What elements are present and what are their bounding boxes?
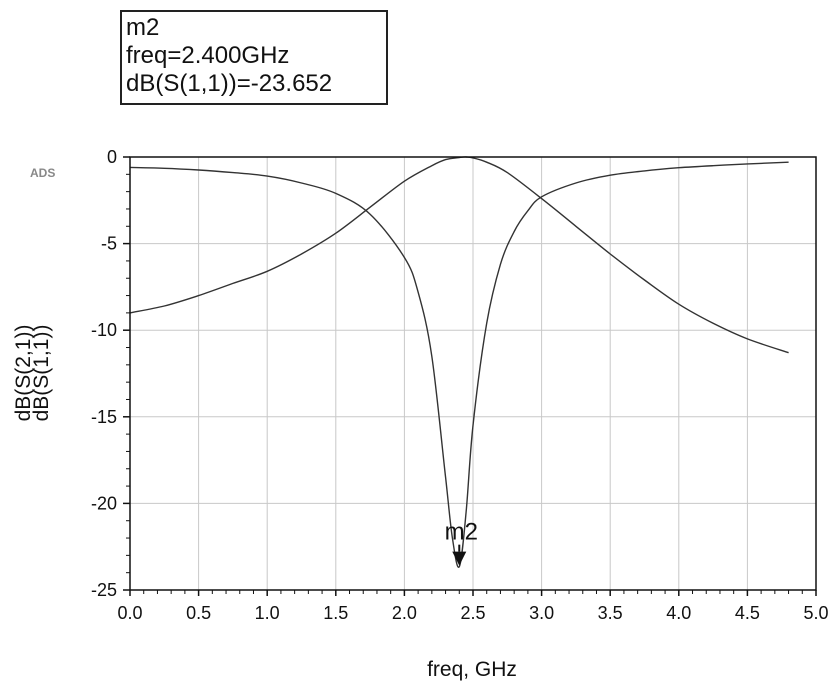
- y-tick-label: -15: [91, 407, 117, 427]
- x-tick-label: 1.0: [255, 603, 280, 623]
- marker-label: m2: [445, 519, 478, 546]
- y-axis-title-line: dB(S(1,1)): [30, 325, 53, 422]
- marker-m2: m2: [445, 519, 478, 566]
- x-tick-label: 5.0: [803, 603, 828, 623]
- y-tick-label: -10: [91, 320, 117, 340]
- y-tick-label: -5: [101, 234, 117, 254]
- plot-frame: [129, 156, 817, 591]
- marker-freq-readout: freq=2.400GHz: [126, 42, 290, 69]
- series-line-s11: [129, 161, 789, 569]
- x-tick-label: 2.5: [460, 603, 485, 623]
- x-tick-label: 4.5: [735, 603, 760, 623]
- series-line-s21: [129, 156, 789, 354]
- ads-watermark: ADS: [30, 166, 55, 180]
- x-tick-label: 3.5: [598, 603, 623, 623]
- y-tick-label: -20: [91, 493, 117, 513]
- curves: [129, 156, 789, 569]
- x-axis-title: freq, GHz: [427, 658, 517, 681]
- marker-name: m2: [126, 14, 160, 41]
- x-tick-label: 1.5: [323, 603, 348, 623]
- y-axis-title: dB(S(2,1))dB(S(1,1)): [12, 325, 53, 422]
- y-axis-title-line: dB(S(2,1)): [12, 325, 35, 422]
- x-tick-label: 2.0: [392, 603, 417, 623]
- x-tick-label: 4.0: [666, 603, 691, 623]
- y-tick-label: 0: [107, 147, 117, 167]
- axes: 0.0 0.5 1.0 1.5 2.0 2.5 3.0 3.5 4.0 4.5 5.0 0 -5 -10 -…: [91, 147, 829, 623]
- marker-value-readout: dB(S(1,1))=-23.652: [126, 70, 333, 97]
- marker-readout-box: m2 freq=2.400GHz dB(S(1,1))=-23.652: [120, 10, 388, 105]
- marker-arrow: [452, 551, 467, 566]
- x-tick-label: 0.5: [186, 603, 211, 623]
- y-tick-label: -25: [91, 580, 117, 600]
- x-tick-label: 0.0: [117, 603, 142, 623]
- x-tick-label: 3.0: [529, 603, 554, 623]
